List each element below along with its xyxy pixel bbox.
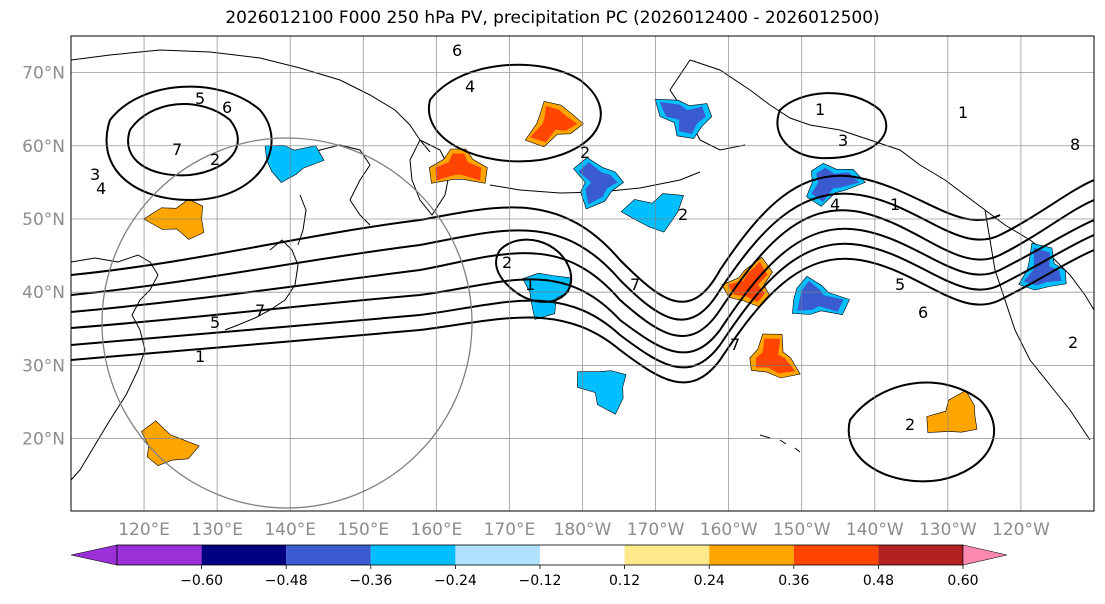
precip-blob [435,153,482,181]
colorbar-tick-label: 0.60 [947,573,978,589]
contour-label: 7 [172,140,182,159]
contour-label: 8 [1070,135,1080,154]
precip-blob [578,162,618,205]
longitude-label: 120°W [992,520,1050,540]
coastlines [71,49,1094,481]
precip-blob [755,338,796,374]
contour-label: 4 [465,77,475,96]
precip-blob [527,277,566,315]
graticule [71,36,1094,511]
longitude-label: 150°W [773,520,831,540]
contour-label: 6 [918,303,928,322]
longitude-label: 140°E [264,520,316,540]
contour-label: 5 [195,89,205,108]
contour-label: 2 [905,415,915,434]
colorbar-tick-label: 0.12 [609,573,640,589]
contour-label: 1 [815,100,825,119]
contour-label: 2 [502,253,512,272]
colorbar-tick-label: −0.36 [349,573,392,589]
pv-contours [71,63,1094,483]
contour-label: 7 [630,275,640,294]
contour-label: 5 [210,313,220,332]
contour-label: 6 [222,98,232,117]
contour-label: 1 [525,275,535,294]
longitude-label: 120°E [118,520,170,540]
colorbar: −0.60 −0.48 −0.36 −0.24 −0.12 0.12 0.24 0.36 0.4… [70,544,1008,589]
colorbar-segment [793,545,879,565]
contour-label: 7 [730,335,740,354]
colorbar-segment [370,545,456,565]
longitude-label: 130°W [919,520,977,540]
longitude-label: 160°E [411,520,463,540]
map-frame [70,35,1095,512]
colorbar-extend-low [70,544,118,566]
contour-label: 6 [452,41,462,60]
colorbar-tick-label: −0.60 [180,573,223,589]
contour-label: 2 [210,150,220,169]
longitude-label: 170°E [484,520,536,540]
latitude-label: 60°N [22,137,65,157]
map-title: 2026012100 F000 250 hPa PV, precipitatio… [225,8,880,28]
colorbar-segment [117,545,202,565]
contour-label: 1 [958,103,968,122]
contour-label: 2 [580,143,590,162]
precip-shading [141,98,1067,466]
longitude-label: 180°W [554,520,612,540]
precip-blob [1023,247,1062,286]
latitude-label: 50°N [22,210,65,230]
colorbar-tick-label: 0.48 [863,573,894,589]
precip-blob [627,198,679,228]
contour-label: 2 [678,205,688,224]
latitude-label: 40°N [22,283,65,303]
colorbar-tick-label: 0.36 [778,573,809,589]
longitude-label: 150°E [337,520,389,540]
latitude-label: 30°N [22,356,65,376]
contour-label: 4 [830,195,840,214]
range-circle [101,137,473,509]
contour-labels: 5 6 7 2 3 4 6 4 7 2 1 2 5 2 7 3 1 2 4 1 … [90,41,1080,434]
longitude-label: 160°W [700,520,758,540]
longitude-labels: 120°E 130°E 140°E 150°E 160°E 170°E 180°W 170°W… [118,520,1050,540]
precip-blob [582,374,622,410]
contour-label: 2 [1068,333,1078,352]
latitude-label: 20°N [22,430,65,450]
contour-label: 5 [895,275,905,294]
precip-blob [932,395,973,430]
latitude-labels: 70°N 60°N 50°N 40°N 30°N 20°N [22,64,65,450]
precip-blob [530,105,578,143]
colorbar-tick-label: −0.24 [434,573,477,589]
precip-blob [659,102,706,134]
precip-blob [269,148,319,178]
contour-label: 7 [255,301,265,320]
contour-label: 3 [90,165,100,184]
contour-label: 1 [890,195,900,214]
contour-label: 1 [195,347,205,366]
contour-label: 4 [96,179,106,198]
colorbar-segment [455,545,540,565]
precip-blob [146,425,194,461]
colorbar-segment [201,545,287,565]
colorbar-segment [709,545,794,565]
contour-label: 3 [838,131,848,150]
colorbar-extend-high [962,544,1008,566]
longitude-label: 140°W [846,520,904,540]
colorbar-tick-label: 0.24 [694,573,725,589]
colorbar-segment [878,545,963,565]
latitude-label: 70°N [22,64,65,84]
longitude-label: 170°W [627,520,685,540]
colorbar-segment [540,545,625,565]
colorbar-tick-label: −0.48 [265,573,308,589]
colorbar-tick-label: −0.12 [519,573,562,589]
colorbar-segment [624,545,710,565]
precip-blob [797,280,844,312]
colorbar-segment [286,545,371,565]
longitude-label: 130°E [191,520,243,540]
